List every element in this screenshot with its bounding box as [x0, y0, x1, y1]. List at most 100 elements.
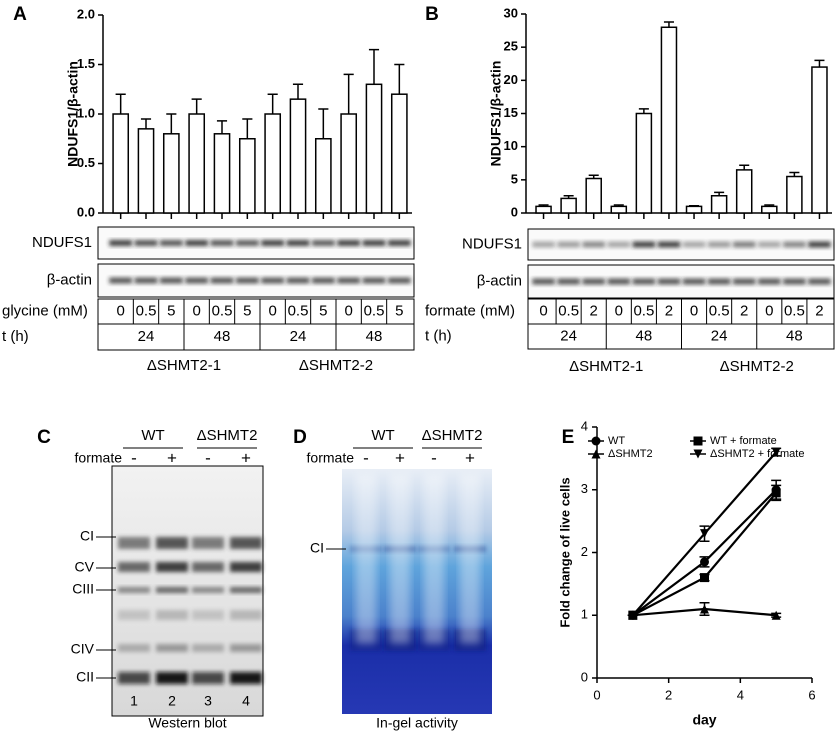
table-row-label: glycine (mM): [2, 302, 88, 319]
x-tick-label: 6: [808, 687, 815, 702]
panel-label: B: [425, 4, 439, 25]
table-cell: 48: [636, 327, 653, 344]
group-label: ΔSHMT2: [422, 427, 483, 444]
legend-label: WT + formate: [710, 435, 777, 447]
error-bar: [267, 93, 278, 114]
bar: [535, 205, 552, 214]
error-bar: [115, 93, 126, 114]
y-tick-label: 4: [581, 418, 588, 433]
x-tick-label: 0: [593, 687, 600, 702]
gel-band: [156, 537, 188, 549]
lane-number: 2: [168, 693, 176, 709]
bar: [264, 113, 282, 214]
blot-band: [532, 278, 555, 285]
blot-band: [210, 277, 234, 284]
blot-band: [210, 240, 234, 246]
table-row-label: t (h): [425, 327, 452, 344]
blot-band: [337, 240, 361, 246]
blot-band: [134, 240, 158, 246]
bar: [635, 112, 653, 214]
gel-band: [118, 537, 150, 549]
treatment-label: formate: [75, 450, 123, 466]
marker: [771, 447, 781, 457]
error-bar: [739, 164, 750, 170]
group-label: ΔSHMT2-2: [299, 357, 373, 374]
bar: [761, 205, 778, 214]
gel-band: [156, 610, 188, 620]
blot-band: [362, 240, 386, 246]
blot-band: [657, 278, 681, 285]
gel-band: [118, 562, 150, 572]
gel-band: [118, 587, 150, 593]
gel-band: [156, 562, 188, 572]
marker: [700, 529, 709, 539]
table-cell: 2: [815, 302, 823, 319]
y-tick-label: 2: [581, 544, 588, 559]
y-axis-label: NDUFS1/β-actin: [488, 61, 504, 167]
gel-lane: [424, 474, 444, 644]
blot-band: [657, 241, 681, 248]
table-cell: 0: [690, 302, 698, 319]
y-tick-label: 3: [581, 481, 588, 496]
blot-label: NDUFS1: [32, 234, 92, 251]
blot-band: [808, 241, 831, 248]
error-bar: [538, 204, 549, 207]
error-bar: [689, 204, 700, 207]
table-cell: 0.5: [212, 302, 233, 319]
gel-band: [192, 587, 224, 593]
error-bar: [140, 118, 152, 129]
table-row-label: formate (mM): [425, 302, 515, 319]
bar: [685, 205, 703, 214]
blot-band: [607, 278, 631, 285]
blot-band: [235, 240, 259, 246]
blot-band: [557, 278, 580, 285]
gel-caption: Western blot: [148, 715, 226, 731]
blot-band: [707, 241, 731, 248]
error-bar: [613, 204, 624, 207]
lane-number: 1: [130, 693, 138, 709]
legend-marker: [591, 449, 601, 459]
blot-band: [582, 241, 605, 248]
table-cell: 48: [786, 327, 803, 344]
panel-label: E: [562, 427, 575, 448]
blot-band: [707, 278, 731, 285]
bar: [585, 177, 602, 214]
error-bar: [166, 113, 177, 134]
blot-band: [732, 241, 756, 248]
gel-band: [192, 562, 224, 572]
table-cell: 0: [539, 302, 547, 319]
group-label: ΔSHMT2-2: [720, 358, 794, 375]
y-tick-label: 5: [511, 171, 518, 186]
y-tick-label: 0.5: [77, 155, 95, 170]
blot-frame: [527, 228, 835, 261]
blot-label: β-actin: [47, 271, 92, 288]
marker: [700, 557, 709, 567]
table-cell: 0: [268, 302, 276, 319]
blot-band: [682, 241, 706, 248]
error-bar: [663, 21, 674, 28]
group-label: ΔSHMT2-1: [569, 358, 643, 375]
y-tick-label: 0: [511, 204, 518, 219]
sign: -: [363, 448, 369, 467]
table-cell: 2: [590, 302, 598, 319]
legend-marker: [693, 449, 703, 459]
y-tick-label: 2.0: [77, 6, 95, 21]
marker: [628, 610, 638, 620]
y-tick-label: 20: [504, 72, 518, 87]
bar: [390, 93, 408, 214]
sign: -: [205, 448, 211, 467]
bar: [112, 113, 130, 214]
error-bar: [764, 204, 775, 207]
panel-label: D: [293, 427, 307, 448]
gel-band: [118, 644, 150, 652]
table-cell: 0.5: [558, 302, 579, 319]
group-label: ΔSHMT2-1: [147, 357, 221, 374]
table-cell: 0.5: [136, 302, 157, 319]
error-bar: [292, 83, 304, 100]
series-line: [632, 488, 777, 617]
sign: +: [465, 448, 475, 467]
bar: [340, 113, 358, 214]
legend-label: WT: [608, 435, 625, 447]
blot-band: [185, 277, 209, 284]
blot-band: [286, 240, 310, 246]
